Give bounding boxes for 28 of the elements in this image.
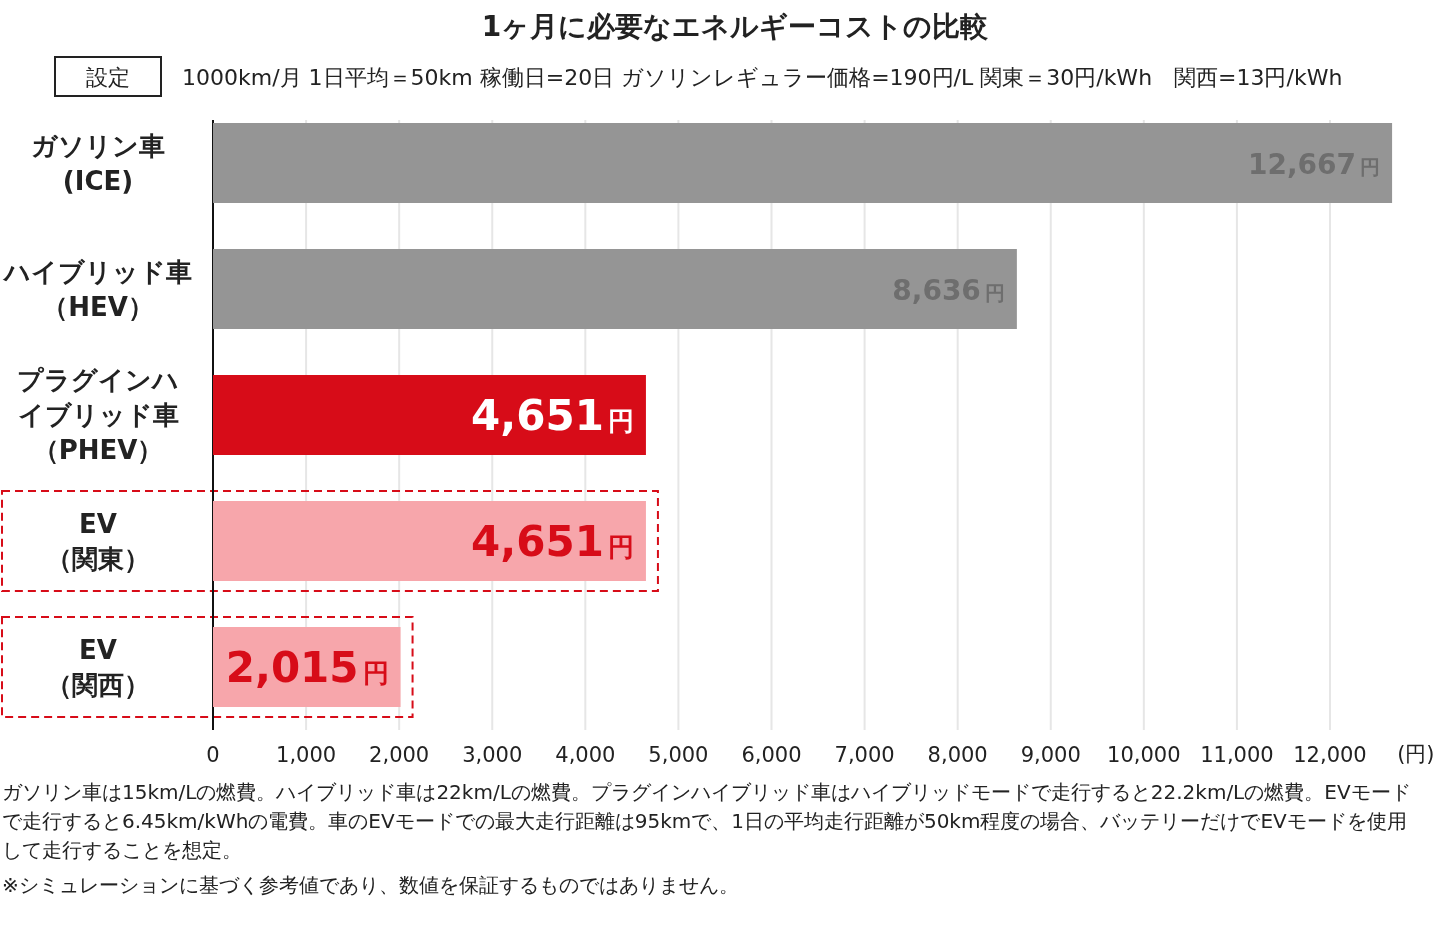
x-tick-label: 6,000 <box>741 743 802 767</box>
chart-title: 1ヶ月に必要なエネルギーコストの比較 <box>481 10 990 43</box>
x-tick-label: 5,000 <box>648 743 709 767</box>
y-tick-label: EV（関東） <box>46 508 150 574</box>
text: 1000km/月 1日平均＝50km 稼働日=20日 ガソリンレギュラー価格=190円/L 関東＝30円/kWh 関西=13円/kWh <box>182 65 1343 90</box>
bar <box>213 249 1017 329</box>
chart-subtitle: 設定 <box>86 65 130 90</box>
text: ※シミュレーションに基づく参考値であり、数値を保証するものではありません。 <box>2 872 740 899</box>
text: ガソリン車は15km/Lの燃費。ハイブリッド車は22km/Lの燃費。プラグインハイブリッド車はハイブリッドモードで走行すると22.2km/Lの燃費。EVモードで走行すると6.45km/kWhの電費。車のEVモードでの最大走行距離は95kmで、1日の平均走行距離が50km程度の場合、バッテリーだけでEVモードを使用して走行することを想定。 <box>2 779 1412 864</box>
bar <box>213 375 646 455</box>
x-tick-label: 2,000 <box>369 743 430 767</box>
x-tick-label: 11,000 <box>1200 743 1274 767</box>
y-tick-label: EV（関西） <box>46 634 150 700</box>
x-tick-label: 3,000 <box>462 743 523 767</box>
x-tick-label: 4,000 <box>555 743 616 767</box>
x-tick-label: 10,000 <box>1107 743 1181 767</box>
x-axis-title: (円) <box>1397 742 1435 766</box>
x-tick-label: 0 <box>206 743 220 767</box>
x-tick-label: 7,000 <box>834 743 895 767</box>
bar <box>213 501 646 581</box>
x-tick-label: 9,000 <box>1020 743 1081 767</box>
x-tick-label: 12,000 <box>1293 743 1367 767</box>
y-tick-label: プラグインハイブリッド車（PHEV） <box>17 365 179 465</box>
y-tick-label: ガソリン車(ICE) <box>31 130 165 196</box>
y-tick-label: ハイブリッド車（HEV） <box>2 256 192 322</box>
x-tick-label: 1,000 <box>276 743 337 767</box>
x-tick-label: 8,000 <box>927 743 988 767</box>
bar <box>213 123 1393 203</box>
